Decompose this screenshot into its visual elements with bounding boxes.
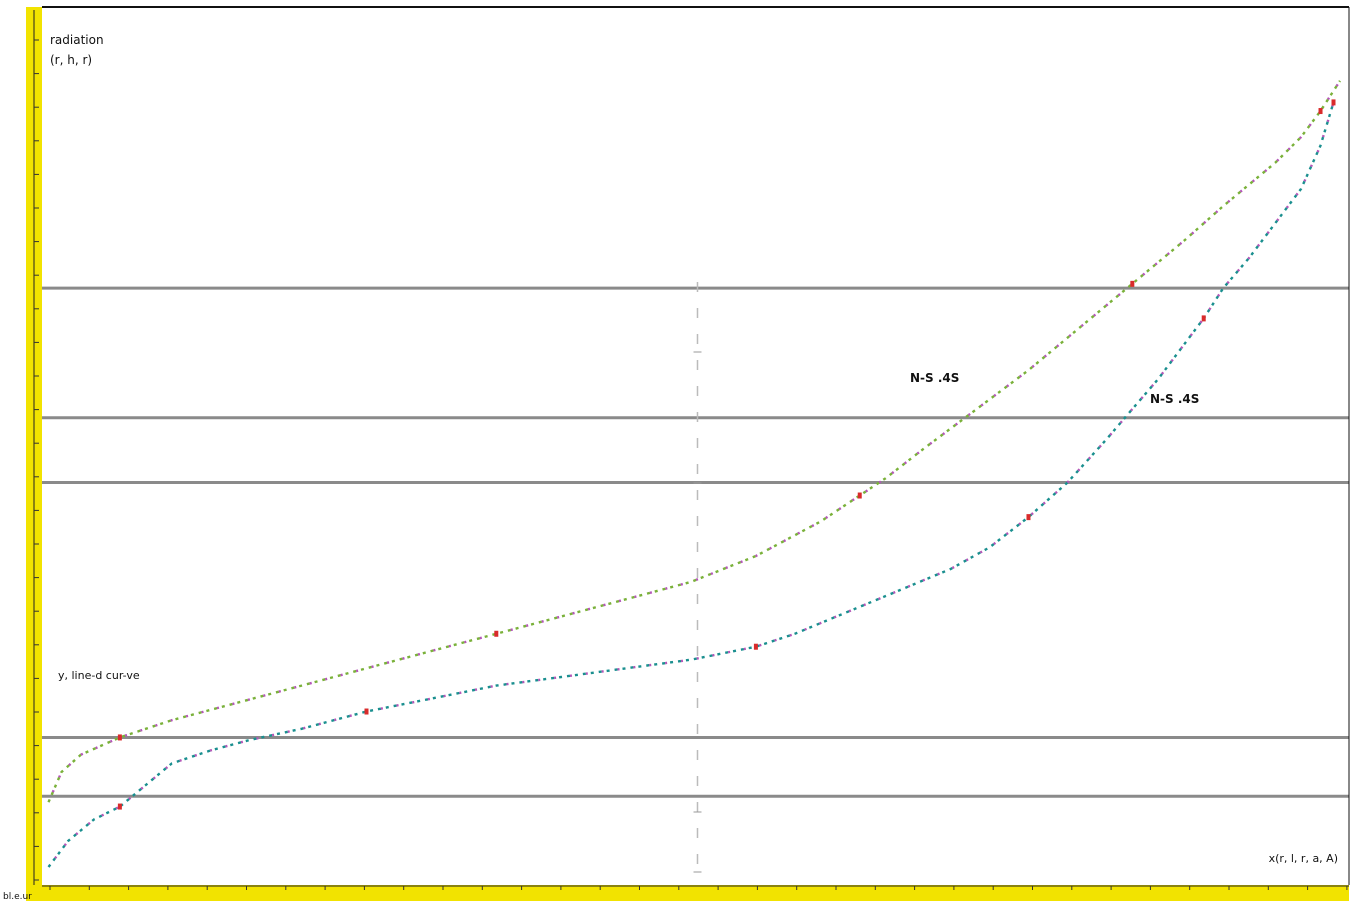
corner-label: bl.e.ur	[3, 892, 32, 901]
series-lower-point-21	[1026, 514, 1031, 521]
y-axis-unit: (r, h, r)	[50, 53, 92, 67]
series-upper-point-15	[857, 492, 862, 499]
y-axis-ticks	[34, 39, 39, 881]
series-lower-point-27	[1201, 315, 1206, 322]
series-label-lower: N-S .4S	[1150, 392, 1199, 406]
x-axis-ticks	[49, 886, 1348, 890]
y-axis-name: radiation	[50, 33, 104, 47]
center-dashed-axis	[693, 282, 702, 878]
series-layer	[47, 80, 1342, 868]
series-lower-point-15	[753, 643, 758, 650]
legend-note: y, line-d cur-ve	[58, 669, 140, 682]
series-upper-point-27	[1318, 108, 1323, 115]
x-axis-band	[26, 885, 1349, 901]
series-lower-point-9	[364, 708, 369, 715]
series-lower	[47, 99, 1336, 868]
series-upper-point-21	[1130, 280, 1135, 287]
series-label-upper: N-S .4S	[910, 371, 959, 385]
series-lower-point-3	[117, 803, 122, 810]
series-upper-point-9	[494, 630, 499, 637]
series-upper-line	[47, 80, 1342, 803]
series-upper	[47, 80, 1342, 803]
series-lower-point-33	[1331, 99, 1336, 106]
series-lower-line	[47, 102, 1335, 868]
axes	[26, 6, 1350, 901]
series-upper-point-3	[117, 734, 122, 741]
series-lower-line-accent	[47, 102, 1335, 868]
x-axis-unit: x(r, l, r, a, A)	[1269, 852, 1338, 865]
